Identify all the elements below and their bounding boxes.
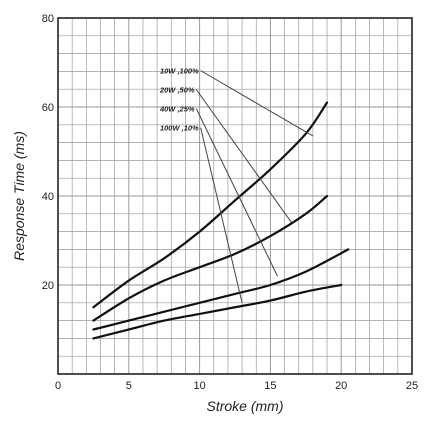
y-tick-label: 40	[42, 191, 54, 203]
x-tick-label: 10	[193, 380, 205, 392]
legend-label-4: 100W ,10%	[160, 124, 199, 133]
series-line-1	[92, 101, 329, 309]
y-tick-label: 20	[42, 280, 54, 292]
y-tick-label: 60	[42, 102, 54, 114]
x-tick-label: 20	[335, 380, 347, 392]
leader-line-3	[195, 108, 278, 277]
legend-label-2: 20W ,50%	[159, 86, 195, 95]
series-line-3	[92, 248, 350, 331]
leader-line-1	[200, 70, 314, 137]
y-axis-title: Response Time (ms)	[11, 131, 27, 261]
leader-line-2	[195, 89, 293, 223]
series-line-2	[92, 194, 329, 322]
y-tick-label: 80	[42, 13, 54, 25]
x-tick-label: 25	[406, 380, 418, 392]
x-axis-title: Stroke (mm)	[207, 398, 284, 414]
plot-frame	[57, 17, 413, 375]
leader-line-4	[200, 127, 243, 303]
x-tick-label: 15	[264, 380, 276, 392]
series-line-4	[92, 283, 343, 340]
legend-label-3: 40W ,25%	[159, 105, 195, 114]
x-tick-label: 0	[55, 380, 61, 392]
legend-label-1: 10W ,100%	[160, 67, 199, 76]
x-tick-label: 5	[126, 380, 132, 392]
